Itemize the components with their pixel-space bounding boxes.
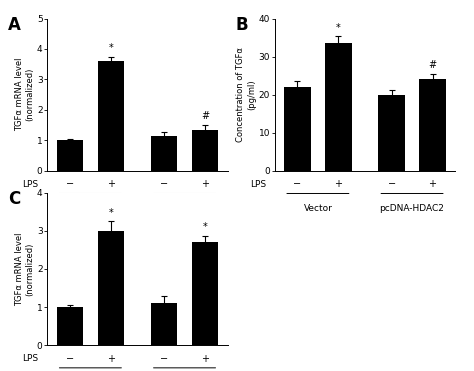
Y-axis label: TGFα mRNA level
(normalized): TGFα mRNA level (normalized) xyxy=(15,58,34,131)
Text: Vector: Vector xyxy=(76,204,105,213)
Text: *: * xyxy=(202,222,208,232)
Text: LPS: LPS xyxy=(250,180,266,189)
Bar xyxy=(151,136,177,171)
Text: B: B xyxy=(235,16,248,33)
Y-axis label: TGFα mRNA level
(normalized): TGFα mRNA level (normalized) xyxy=(15,232,34,306)
Bar xyxy=(56,140,83,171)
Text: −: − xyxy=(160,179,168,189)
Y-axis label: Concentration of TGFα
(pg/ml): Concentration of TGFα (pg/ml) xyxy=(237,47,256,142)
Text: LPS: LPS xyxy=(22,180,38,189)
Bar xyxy=(98,231,124,345)
Bar xyxy=(284,87,311,171)
Text: +: + xyxy=(428,179,437,189)
Text: C: C xyxy=(8,190,20,208)
Bar xyxy=(98,61,124,171)
Text: −: − xyxy=(66,354,74,364)
Bar xyxy=(191,129,219,171)
Text: *: * xyxy=(336,23,341,33)
Bar xyxy=(56,307,83,345)
Text: −: − xyxy=(160,354,168,364)
Text: +: + xyxy=(334,179,342,189)
Text: pcDNA-HDAC2: pcDNA-HDAC2 xyxy=(380,204,445,213)
Text: −: − xyxy=(293,179,301,189)
Text: *: * xyxy=(109,43,113,53)
Text: +: + xyxy=(201,179,209,189)
Text: −: − xyxy=(66,179,74,189)
Bar xyxy=(191,242,219,345)
Text: −: − xyxy=(388,179,396,189)
Bar xyxy=(325,43,352,171)
Text: +: + xyxy=(201,354,209,364)
Text: pcDNA-HDAC2: pcDNA-HDAC2 xyxy=(152,204,217,213)
Text: LPS: LPS xyxy=(22,354,38,363)
Text: A: A xyxy=(8,16,21,33)
Text: #: # xyxy=(201,111,209,121)
Text: *: * xyxy=(109,208,113,218)
Bar xyxy=(378,95,405,171)
Text: +: + xyxy=(107,354,115,364)
Bar xyxy=(419,79,446,171)
Text: #: # xyxy=(428,60,437,70)
Text: +: + xyxy=(107,179,115,189)
Bar xyxy=(151,303,177,345)
Text: Vector: Vector xyxy=(303,204,332,213)
